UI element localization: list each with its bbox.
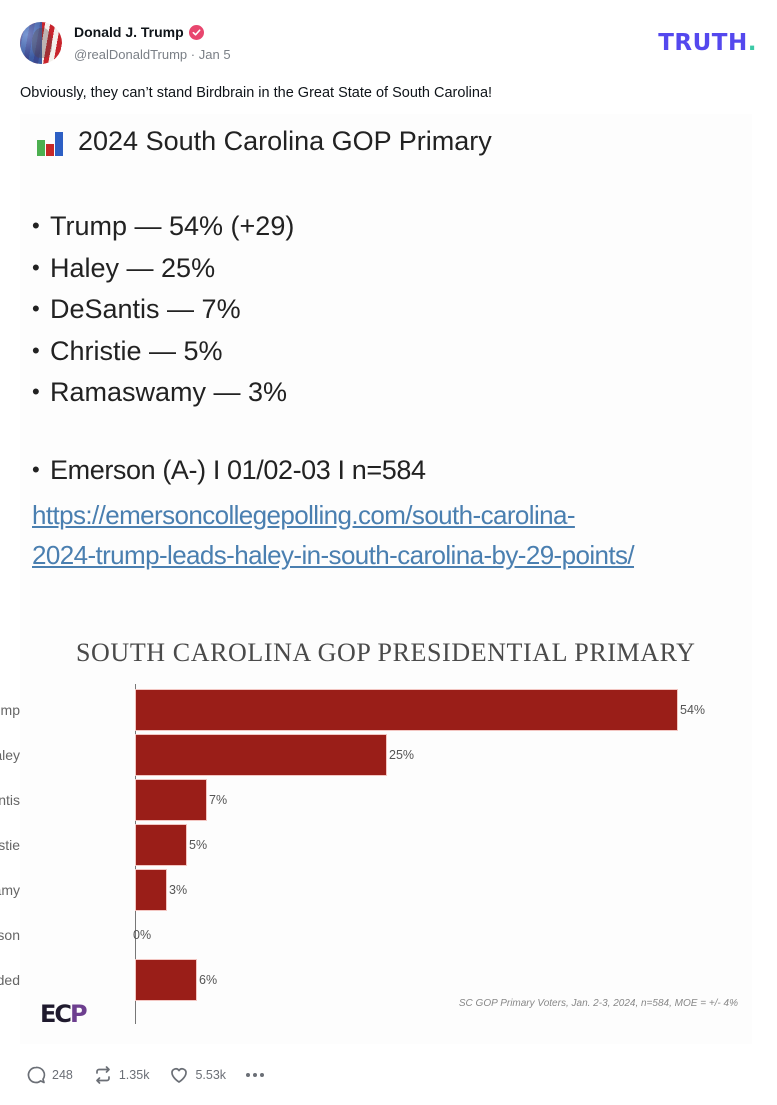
bar-value: 6% bbox=[199, 973, 218, 987]
bar-value: 25% bbox=[389, 748, 415, 762]
post-date[interactable]: Jan 5 bbox=[198, 47, 231, 62]
avatar-flag-canton bbox=[20, 22, 42, 64]
like-count: 5.53k bbox=[195, 1068, 227, 1082]
emoji-bar-red bbox=[46, 144, 54, 156]
author-row: Donald J. Trump bbox=[74, 24, 204, 40]
retruth-count: 1.35k bbox=[118, 1068, 150, 1082]
bar-value: 3% bbox=[169, 883, 188, 897]
poll-link-line-2: 2024-trump-leads-haley-in-south-carolina… bbox=[32, 540, 635, 570]
post-text: Obviously, they can’t stand Birdbrain in… bbox=[20, 85, 493, 101]
bullet-item: • Trump — 54% (+29) bbox=[32, 211, 295, 241]
heart-icon bbox=[171, 1068, 188, 1083]
poll-bullet-list: • Trump — 54% (+29) • Haley — 25% • DeSanti… bbox=[32, 208, 294, 416]
logo-dot: . bbox=[747, 30, 757, 56]
more-dot-icon bbox=[246, 1073, 251, 1077]
reply-button[interactable]: 248 bbox=[26, 1065, 73, 1085]
verified-badge-icon bbox=[188, 24, 204, 40]
bar-label: Haley bbox=[0, 747, 20, 763]
like-button[interactable]: 5.53k bbox=[169, 1065, 226, 1085]
bar-label: Ramaswamy bbox=[0, 882, 20, 898]
bullet-item: • DeSantis — 7% bbox=[32, 294, 241, 324]
bullet-item: • Haley — 25% bbox=[32, 252, 216, 283]
retruth-icon bbox=[96, 1066, 110, 1084]
bar-label: Christie bbox=[0, 837, 20, 853]
emoji-bar-green bbox=[37, 140, 45, 156]
author-handle[interactable]: @realDonaldTrump bbox=[74, 47, 188, 62]
bullet-text: DeSantis — 7% bbox=[50, 294, 241, 324]
emoji-bar-blue bbox=[55, 132, 63, 156]
bar-label: Trump bbox=[0, 702, 20, 718]
bar-ramaswamy bbox=[136, 870, 166, 910]
bullet-text: Haley — 25% bbox=[50, 252, 216, 283]
poll-link-line-1: https://emersoncollegepolling.com/south-… bbox=[32, 500, 576, 530]
handle-row: @realDonaldTrump · Jan 5 bbox=[74, 47, 231, 62]
bar-label: Hutchinson bbox=[0, 927, 20, 943]
bar-label: Undecided bbox=[0, 972, 20, 988]
poll-source: • Emerson (A-) I 01/02-03 I n=584 bbox=[32, 455, 426, 485]
bar-value: 7% bbox=[209, 793, 228, 807]
bar-value: 5% bbox=[189, 838, 208, 852]
reply-count: 248 bbox=[52, 1068, 73, 1082]
more-options-button[interactable] bbox=[246, 1073, 265, 1077]
bullet-item: • Christie — 5% bbox=[32, 335, 223, 366]
post-header: Donald J. Trump @realDonaldTrump · Jan 5 bbox=[20, 20, 760, 66]
bar-value: 54% bbox=[680, 703, 706, 717]
bullet-text: Ramaswamy — 3% bbox=[50, 377, 288, 407]
reply-icon bbox=[27, 1066, 46, 1084]
bar-trump bbox=[136, 690, 677, 730]
poll-source-text: Emerson (A-) I 01/02-03 I n=584 bbox=[50, 455, 426, 485]
chart-axis bbox=[135, 684, 136, 1024]
avatar-face bbox=[32, 28, 52, 58]
bullet-text: Trump — 54% (+29) bbox=[50, 211, 295, 241]
bullet-text: Christie — 5% bbox=[50, 335, 223, 366]
bar-undecided bbox=[136, 960, 196, 1000]
logo-text: TRUTH bbox=[658, 30, 748, 56]
avatar[interactable] bbox=[20, 22, 62, 64]
chart-title: SOUTH CAROLINA GOP PRESIDENTIAL PRIMARY bbox=[76, 638, 696, 667]
chart-footnote: SC GOP Primary Voters, Jan. 2-3, 2024, n… bbox=[458, 998, 738, 1009]
bar-haley bbox=[136, 735, 386, 775]
image-title: 2024 South Carolina GOP Primary bbox=[78, 126, 492, 156]
post-image[interactable]: 2024 South Carolina GOP Primary • Trump —… bbox=[0, 114, 752, 1044]
separator: · bbox=[190, 47, 196, 62]
bar-value: 0% bbox=[133, 928, 152, 942]
more-dot-icon bbox=[253, 1073, 258, 1077]
truth-social-logo[interactable]: TRUTH. bbox=[658, 30, 757, 56]
bullet-item: • Ramaswamy — 3% bbox=[32, 377, 288, 407]
ecp-logo: ECP bbox=[40, 1000, 88, 1028]
post-action-bar: 248 1.35k 5.53k bbox=[26, 1064, 284, 1086]
poll-bar-chart: SOUTH CAROLINA GOP PRESIDENTIAL PRIMARY … bbox=[0, 624, 752, 1044]
more-dot-icon bbox=[260, 1073, 265, 1077]
bar-desantis bbox=[136, 780, 206, 820]
bar-chart-emoji-icon bbox=[34, 128, 66, 160]
author-name[interactable]: Donald J. Trump bbox=[74, 24, 184, 40]
retruth-button[interactable]: 1.35k bbox=[93, 1065, 150, 1085]
bar-christie bbox=[136, 825, 186, 865]
bar-label: DeSantis bbox=[0, 792, 20, 808]
